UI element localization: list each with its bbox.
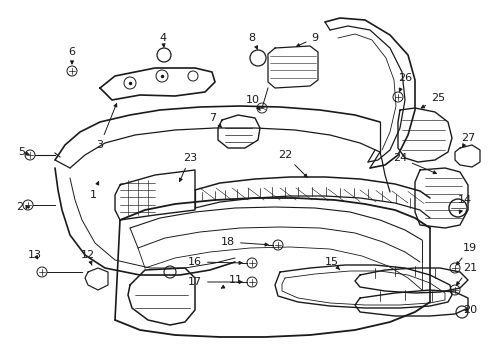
Text: 26: 26 (397, 73, 411, 91)
Text: 13: 13 (28, 250, 42, 260)
Text: 21: 21 (455, 263, 476, 285)
Text: 12: 12 (81, 250, 95, 265)
Text: 22: 22 (277, 150, 306, 177)
Text: 10: 10 (245, 95, 260, 110)
Text: 17: 17 (187, 277, 242, 287)
Text: 15: 15 (325, 257, 339, 270)
Text: 20: 20 (462, 305, 476, 315)
Text: 19: 19 (455, 243, 476, 265)
Text: 11: 11 (221, 275, 243, 288)
Text: 18: 18 (221, 237, 267, 247)
Text: 3: 3 (96, 104, 117, 150)
Text: 7: 7 (209, 113, 221, 127)
Text: 1: 1 (89, 181, 99, 200)
Text: 2: 2 (17, 202, 29, 212)
Text: 8: 8 (248, 33, 257, 49)
Text: 6: 6 (68, 47, 75, 64)
Text: 9: 9 (296, 33, 318, 46)
Text: 14: 14 (457, 195, 471, 213)
Text: 27: 27 (460, 133, 474, 147)
Text: 24: 24 (392, 153, 436, 174)
Text: 25: 25 (421, 93, 444, 108)
Text: 23: 23 (179, 153, 197, 181)
Text: 4: 4 (159, 33, 166, 47)
Text: 16: 16 (187, 257, 242, 267)
Text: 5: 5 (19, 147, 29, 157)
